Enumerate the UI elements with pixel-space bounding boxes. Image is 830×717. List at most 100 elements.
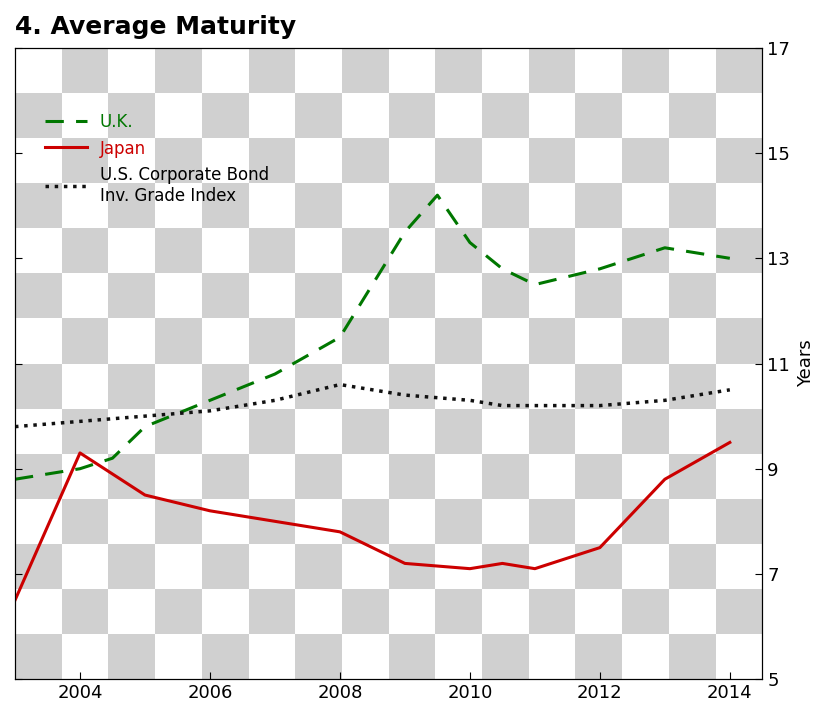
Bar bbox=[762, 93, 809, 138]
Bar bbox=[622, 138, 669, 183]
Bar bbox=[15, 454, 61, 499]
Bar bbox=[155, 48, 202, 93]
Bar bbox=[15, 183, 61, 228]
Bar bbox=[15, 48, 61, 93]
Bar bbox=[155, 93, 202, 138]
Bar bbox=[575, 544, 622, 589]
Bar bbox=[669, 409, 715, 454]
Bar bbox=[342, 544, 388, 589]
Bar bbox=[342, 318, 388, 364]
Bar bbox=[622, 228, 669, 273]
Bar bbox=[762, 499, 809, 544]
Bar bbox=[622, 589, 669, 634]
Bar bbox=[155, 544, 202, 589]
Bar bbox=[622, 364, 669, 409]
Bar bbox=[61, 138, 109, 183]
Bar bbox=[622, 409, 669, 454]
Bar bbox=[248, 544, 295, 589]
Bar bbox=[202, 3, 248, 48]
Bar bbox=[436, 138, 482, 183]
Bar bbox=[762, 48, 809, 93]
Bar bbox=[342, 228, 388, 273]
Bar bbox=[248, 364, 295, 409]
Bar bbox=[482, 273, 529, 318]
Bar bbox=[295, 544, 342, 589]
Bar bbox=[109, 93, 155, 138]
Bar bbox=[529, 634, 575, 679]
Bar bbox=[482, 634, 529, 679]
Bar bbox=[15, 364, 61, 409]
Bar bbox=[436, 454, 482, 499]
Bar bbox=[388, 454, 436, 499]
Bar bbox=[436, 273, 482, 318]
Bar bbox=[388, 364, 436, 409]
Bar bbox=[295, 409, 342, 454]
Bar bbox=[342, 273, 388, 318]
Bar bbox=[202, 499, 248, 544]
Bar bbox=[762, 318, 809, 364]
Bar bbox=[109, 3, 155, 48]
Bar bbox=[482, 499, 529, 544]
Bar bbox=[529, 3, 575, 48]
Bar bbox=[622, 273, 669, 318]
Bar bbox=[669, 454, 715, 499]
Bar bbox=[202, 93, 248, 138]
Bar bbox=[155, 364, 202, 409]
Bar bbox=[61, 499, 109, 544]
Bar bbox=[575, 138, 622, 183]
Bar bbox=[669, 273, 715, 318]
Bar bbox=[436, 183, 482, 228]
Bar bbox=[482, 3, 529, 48]
Bar bbox=[762, 183, 809, 228]
Bar bbox=[575, 318, 622, 364]
Bar bbox=[109, 273, 155, 318]
Bar bbox=[762, 364, 809, 409]
Bar bbox=[342, 589, 388, 634]
Bar bbox=[61, 48, 109, 93]
Bar bbox=[715, 634, 762, 679]
Bar bbox=[436, 93, 482, 138]
Bar bbox=[482, 228, 529, 273]
Bar bbox=[155, 3, 202, 48]
Bar bbox=[248, 318, 295, 364]
Bar bbox=[248, 183, 295, 228]
Bar bbox=[388, 3, 436, 48]
Bar bbox=[482, 409, 529, 454]
Bar bbox=[248, 589, 295, 634]
Bar bbox=[762, 3, 809, 48]
Bar bbox=[202, 318, 248, 364]
Bar bbox=[436, 318, 482, 364]
Bar bbox=[622, 3, 669, 48]
Bar bbox=[482, 364, 529, 409]
Bar bbox=[762, 634, 809, 679]
Bar bbox=[762, 138, 809, 183]
Bar bbox=[388, 318, 436, 364]
Bar bbox=[295, 499, 342, 544]
Bar bbox=[202, 589, 248, 634]
Bar bbox=[669, 3, 715, 48]
Bar bbox=[202, 273, 248, 318]
Bar bbox=[436, 3, 482, 48]
Bar bbox=[295, 3, 342, 48]
Bar bbox=[388, 589, 436, 634]
Bar bbox=[202, 48, 248, 93]
Bar bbox=[15, 273, 61, 318]
Bar bbox=[342, 499, 388, 544]
Bar bbox=[15, 634, 61, 679]
Bar bbox=[342, 138, 388, 183]
Bar bbox=[202, 409, 248, 454]
Bar bbox=[622, 183, 669, 228]
Bar bbox=[669, 634, 715, 679]
Bar bbox=[622, 499, 669, 544]
Bar bbox=[248, 228, 295, 273]
Bar bbox=[109, 364, 155, 409]
Bar bbox=[109, 544, 155, 589]
Bar bbox=[436, 48, 482, 93]
Bar bbox=[155, 228, 202, 273]
Bar bbox=[529, 544, 575, 589]
Bar bbox=[61, 318, 109, 364]
Bar bbox=[342, 48, 388, 93]
Bar bbox=[529, 499, 575, 544]
Bar bbox=[622, 544, 669, 589]
Bar bbox=[388, 273, 436, 318]
